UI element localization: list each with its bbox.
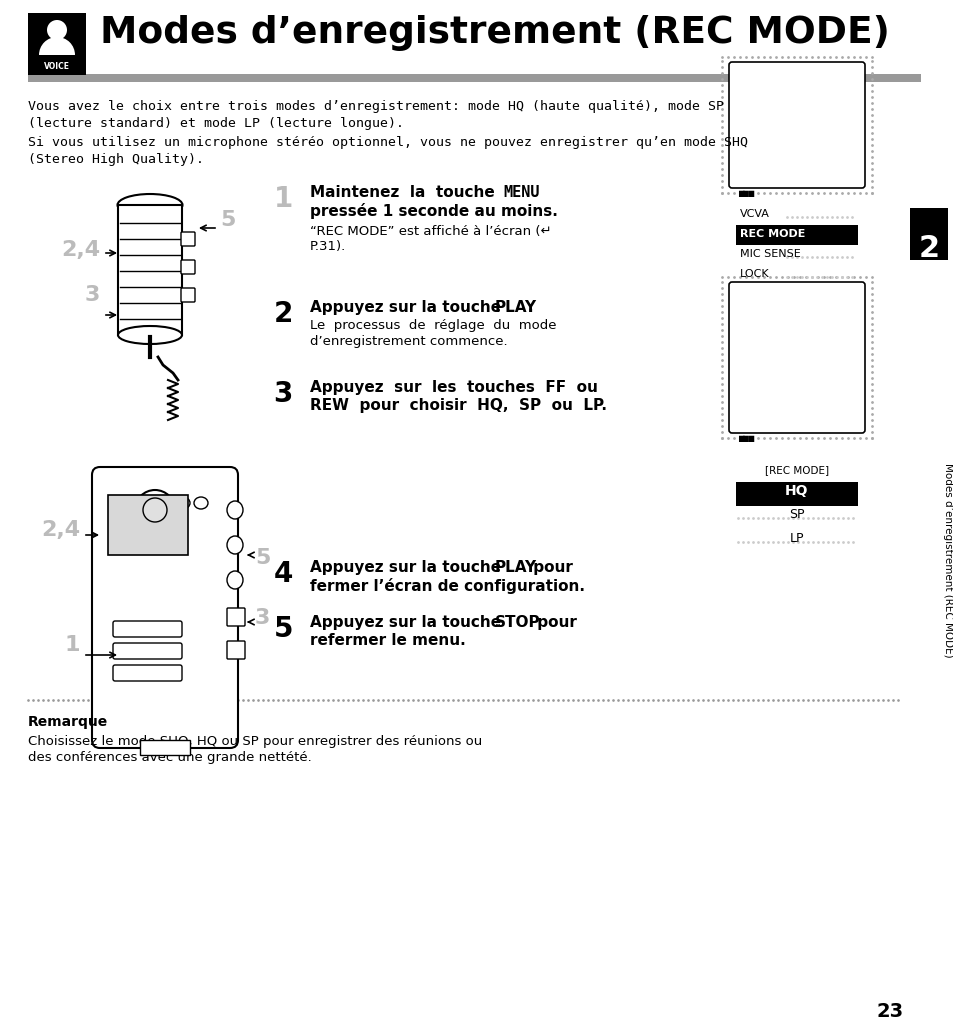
Text: [REC MODE]: [REC MODE] (764, 465, 828, 475)
FancyBboxPatch shape (181, 232, 194, 246)
Text: Modes d’enregistrement (REC MODE): Modes d’enregistrement (REC MODE) (942, 463, 952, 657)
Bar (735, 482, 857, 506)
Ellipse shape (227, 536, 243, 554)
Text: fermer l’écran de configuration.: fermer l’écran de configuration. (310, 578, 584, 594)
Text: 3: 3 (85, 285, 100, 305)
Text: “REC MODE” est affiché à l’écran (↵: “REC MODE” est affiché à l’écran (↵ (310, 225, 551, 238)
Text: 2,4: 2,4 (41, 520, 80, 540)
Circle shape (143, 498, 167, 522)
FancyBboxPatch shape (181, 260, 194, 274)
Text: MIC SENSE: MIC SENSE (740, 249, 800, 259)
FancyBboxPatch shape (728, 62, 864, 188)
Text: Modes d’enregistrement (REC MODE): Modes d’enregistrement (REC MODE) (100, 15, 889, 51)
Text: PLAY: PLAY (495, 560, 537, 575)
Text: pour: pour (532, 615, 577, 630)
Text: VCVA: VCVA (740, 210, 769, 219)
Circle shape (135, 490, 174, 530)
Bar (118, 205, 182, 335)
Circle shape (47, 20, 67, 40)
Wedge shape (39, 37, 75, 55)
Text: 2: 2 (918, 234, 939, 263)
Bar (28, 74, 920, 82)
Bar (735, 225, 857, 245)
Text: .: . (527, 300, 533, 315)
FancyBboxPatch shape (728, 282, 864, 433)
Text: 1: 1 (65, 635, 80, 655)
Bar (28, 13, 86, 75)
FancyBboxPatch shape (227, 641, 245, 659)
Text: 5: 5 (220, 210, 235, 230)
Text: 23: 23 (876, 1002, 902, 1021)
Text: REC MODE: REC MODE (740, 229, 804, 239)
Text: (lecture standard) et mode LP (lecture longue).: (lecture standard) et mode LP (lecture l… (28, 117, 403, 130)
Text: Remarque: Remarque (28, 715, 108, 729)
FancyBboxPatch shape (227, 608, 245, 626)
Text: Le  processus  de  réglage  du  mode: Le processus de réglage du mode (310, 319, 556, 332)
Text: Appuyez sur la touche: Appuyez sur la touche (310, 300, 506, 315)
Text: SP: SP (788, 508, 804, 521)
Text: 2,4: 2,4 (61, 240, 100, 260)
Ellipse shape (175, 497, 190, 509)
Text: (Stereo High Quality).: (Stereo High Quality). (28, 153, 204, 166)
Text: 2: 2 (274, 300, 293, 328)
Text: 5: 5 (274, 615, 293, 643)
Text: d’enregistrement commence.: d’enregistrement commence. (310, 335, 507, 349)
Bar (909, 208, 947, 260)
Text: LP: LP (789, 532, 803, 545)
FancyBboxPatch shape (91, 467, 237, 748)
Text: Appuyez  sur  les  touches  FF  ou: Appuyez sur les touches FF ou (310, 380, 598, 394)
Ellipse shape (227, 501, 243, 519)
Text: 5: 5 (254, 548, 270, 568)
FancyBboxPatch shape (112, 621, 182, 637)
Text: Vous avez le choix entre trois modes d’enregistrement: mode HQ (haute qualité), : Vous avez le choix entre trois modes d’e… (28, 100, 723, 113)
Text: LOCK: LOCK (740, 269, 769, 279)
Text: VOICE: VOICE (44, 62, 70, 71)
Text: REW  pour  choisir  HQ,  SP  ou  LP.: REW pour choisir HQ, SP ou LP. (310, 398, 606, 413)
FancyBboxPatch shape (112, 665, 182, 681)
Text: P.31).: P.31). (310, 240, 346, 253)
Text: refermer le menu.: refermer le menu. (310, 633, 465, 648)
Text: ▇▇▇: ▇▇▇ (738, 436, 753, 443)
Text: des conférences avec une grande nettété.: des conférences avec une grande nettété. (28, 751, 312, 764)
Text: pressée 1 seconde au moins.: pressée 1 seconde au moins. (310, 203, 558, 219)
FancyBboxPatch shape (181, 288, 194, 301)
Text: 3: 3 (254, 608, 270, 628)
Text: STOP: STOP (495, 615, 540, 630)
Text: Maintenez  la  touche: Maintenez la touche (310, 185, 505, 200)
Text: ▇▇▇: ▇▇▇ (738, 191, 753, 197)
Bar (108, 495, 188, 555)
Ellipse shape (227, 571, 243, 589)
Text: MENU: MENU (502, 185, 539, 200)
Text: Appuyez sur la touche: Appuyez sur la touche (310, 560, 506, 575)
Ellipse shape (193, 497, 208, 509)
FancyBboxPatch shape (112, 643, 182, 659)
Text: Appuyez sur la touche: Appuyez sur la touche (310, 615, 506, 630)
Ellipse shape (117, 194, 182, 216)
Text: 4: 4 (274, 560, 293, 588)
Text: pour: pour (527, 560, 572, 575)
Text: Choisissez le mode SHQ, HQ ou SP pour enregistrer des réunions ou: Choisissez le mode SHQ, HQ ou SP pour en… (28, 735, 482, 748)
Text: HQ: HQ (784, 484, 808, 498)
Ellipse shape (118, 326, 182, 344)
Bar (140, 740, 190, 755)
Text: PLAY: PLAY (495, 300, 537, 315)
Text: 3: 3 (274, 380, 293, 408)
Text: Si vous utilisez un microphone stéréo optionnel, vous ne pouvez enregistrer qu’e: Si vous utilisez un microphone stéréo op… (28, 136, 747, 149)
Text: 1: 1 (274, 185, 293, 213)
